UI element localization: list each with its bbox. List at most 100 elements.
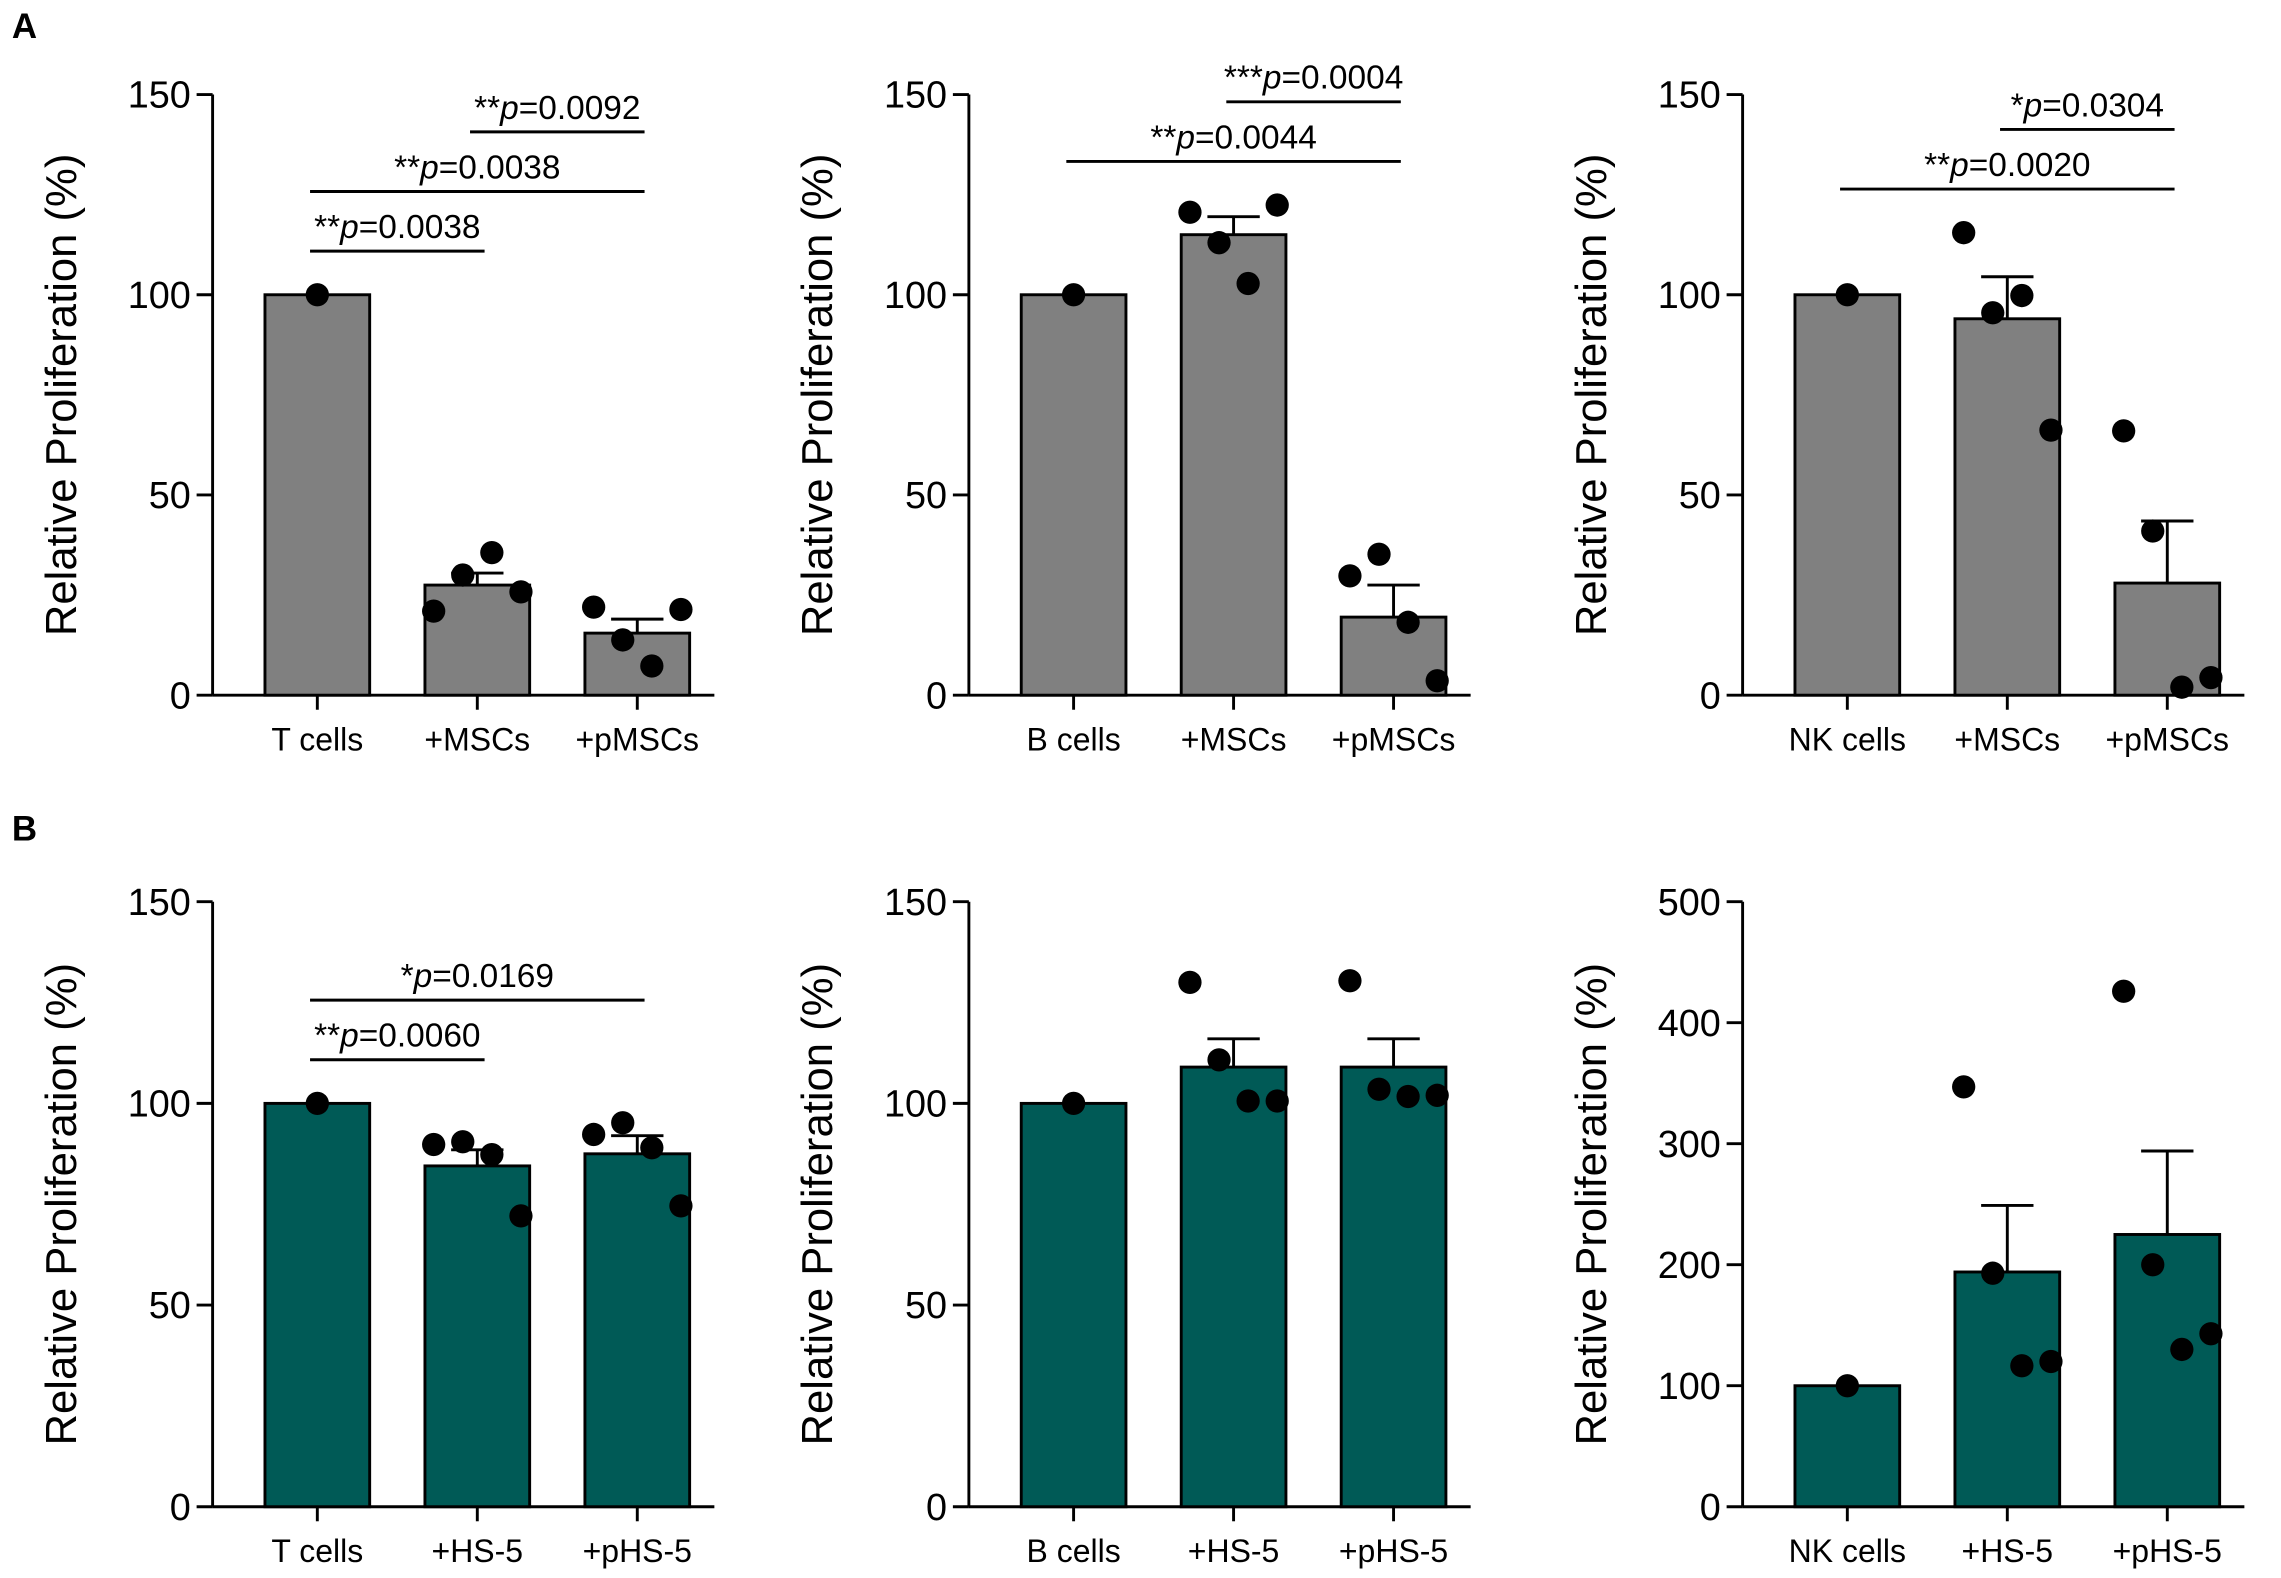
bar bbox=[263, 293, 372, 697]
p-symbol: p bbox=[1175, 119, 1195, 156]
bar bbox=[1339, 1065, 1448, 1509]
data-point bbox=[1236, 1089, 1260, 1113]
bar bbox=[1793, 1384, 1902, 1509]
significance-stars: ** bbox=[1150, 119, 1176, 156]
data-point bbox=[480, 1142, 504, 1167]
y-tick-label: 100 bbox=[884, 1083, 947, 1125]
x-tick-label: +MSCs bbox=[1181, 721, 1287, 757]
data-point bbox=[2039, 1349, 2063, 1374]
data-point bbox=[1425, 1083, 1449, 1107]
significance-label: *p=0.0304 bbox=[2011, 87, 2164, 124]
significance-stars: ** bbox=[1924, 147, 1950, 184]
data-point bbox=[509, 580, 533, 604]
x-tick-label: +pMSCs bbox=[2106, 721, 2230, 757]
data-point bbox=[1425, 669, 1449, 693]
y-tick-label: 100 bbox=[1658, 1366, 1721, 1408]
data-point bbox=[1265, 1089, 1289, 1113]
data-point bbox=[1835, 1374, 1859, 1398]
y-axis-label: Relative Proliferation (%) bbox=[794, 154, 842, 636]
significance-label: **p=0.0020 bbox=[1924, 147, 2090, 184]
p-value: =0.0044 bbox=[1195, 119, 1317, 156]
p-symbol: p bbox=[1262, 60, 1282, 97]
x-tick-label: +HS-5 bbox=[432, 1533, 524, 1569]
x-tick-label: B cells bbox=[1026, 721, 1120, 757]
data-point bbox=[1835, 283, 1859, 307]
significance-label: *p=0.0169 bbox=[401, 958, 554, 995]
x-tick-label: +pHS-5 bbox=[2113, 1533, 2222, 1569]
y-tick-label: 50 bbox=[905, 475, 947, 517]
data-point bbox=[582, 595, 606, 619]
y-tick-label: 0 bbox=[170, 675, 191, 717]
significance-stars: ** bbox=[474, 90, 500, 127]
y-tick-label: 50 bbox=[1679, 475, 1721, 517]
y-tick-label: 150 bbox=[884, 882, 947, 924]
data-point bbox=[1367, 1077, 1391, 1101]
data-point bbox=[422, 599, 446, 623]
data-point bbox=[1952, 1075, 1976, 1099]
significance-label: **p=0.0060 bbox=[314, 1018, 480, 1055]
bar bbox=[1019, 1101, 1128, 1509]
x-tick-label: B cells bbox=[1026, 1533, 1120, 1569]
data-point bbox=[2010, 283, 2034, 308]
bar bbox=[263, 1101, 372, 1509]
p-value: =0.0060 bbox=[359, 1018, 481, 1055]
p-symbol: p bbox=[339, 209, 359, 246]
x-tick-label: +MSCs bbox=[1954, 721, 2060, 757]
data-point bbox=[1338, 969, 1362, 993]
data-point bbox=[1178, 200, 1202, 224]
y-tick-label: 100 bbox=[128, 275, 191, 317]
p-value: =0.0004 bbox=[1281, 60, 1403, 97]
x-tick-label: T cells bbox=[271, 1533, 363, 1569]
significance-stars: *** bbox=[1224, 60, 1263, 97]
data-point bbox=[2170, 675, 2194, 699]
data-point bbox=[480, 541, 504, 565]
significance-label: ***p=0.0004 bbox=[1224, 60, 1403, 97]
y-tick-label: 150 bbox=[128, 882, 191, 924]
data-point bbox=[1265, 193, 1289, 217]
x-tick-label: +HS-5 bbox=[1188, 1533, 1280, 1569]
panel-label: A bbox=[12, 7, 37, 46]
bar bbox=[583, 631, 692, 697]
x-tick-label: +HS-5 bbox=[1962, 1533, 2054, 1569]
p-value: =0.0092 bbox=[519, 90, 641, 127]
significance-label: **p=0.0044 bbox=[1150, 119, 1316, 156]
significance-stars: ** bbox=[314, 209, 340, 246]
p-symbol: p bbox=[419, 149, 439, 186]
data-point bbox=[1396, 610, 1420, 634]
p-symbol: p bbox=[1949, 147, 1969, 184]
data-point bbox=[422, 1132, 446, 1157]
bar bbox=[1179, 1065, 1288, 1509]
significance-label: **p=0.0092 bbox=[474, 90, 640, 127]
bar bbox=[1793, 293, 1902, 697]
y-tick-label: 100 bbox=[128, 1083, 191, 1125]
p-value: =0.0169 bbox=[432, 958, 554, 995]
panel-label: B bbox=[12, 810, 37, 849]
data-point bbox=[2141, 1253, 2165, 1277]
y-axis-label: Relative Proliferation (%) bbox=[1568, 154, 1616, 636]
data-point bbox=[451, 563, 475, 587]
significance-stars: ** bbox=[314, 1018, 340, 1055]
data-point bbox=[1207, 1048, 1231, 1072]
bar bbox=[2113, 1233, 2222, 1509]
y-tick-label: 0 bbox=[926, 1487, 947, 1529]
data-point bbox=[1952, 221, 1976, 245]
y-axis-label: Relative Proliferation (%) bbox=[794, 963, 842, 1445]
data-point bbox=[1236, 271, 1260, 296]
y-tick-label: 0 bbox=[1700, 675, 1721, 717]
data-point bbox=[305, 1091, 329, 1116]
y-tick-label: 100 bbox=[884, 275, 947, 317]
significance-label: **p=0.0038 bbox=[314, 209, 480, 246]
data-point bbox=[305, 283, 329, 307]
data-point bbox=[2170, 1337, 2194, 1362]
y-axis-label: Relative Proliferation (%) bbox=[38, 963, 86, 1445]
data-point bbox=[1396, 1084, 1420, 1109]
y-tick-label: 500 bbox=[1658, 882, 1721, 924]
data-point bbox=[1338, 564, 1362, 588]
data-point bbox=[669, 597, 693, 622]
data-point bbox=[1367, 542, 1391, 566]
p-symbol: p bbox=[2023, 87, 2043, 124]
x-tick-label: +MSCs bbox=[424, 721, 530, 757]
y-tick-label: 100 bbox=[1658, 275, 1721, 317]
p-symbol: p bbox=[339, 1018, 359, 1055]
